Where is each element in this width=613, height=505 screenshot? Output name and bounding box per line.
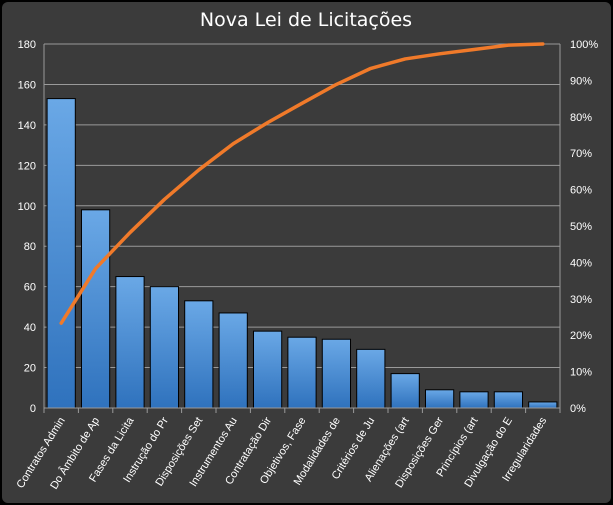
y-tick-label: 160	[18, 79, 36, 91]
y-tick-label: 0	[30, 403, 36, 415]
bar	[424, 389, 455, 409]
bar	[149, 286, 180, 409]
y-tick-label: 120	[18, 160, 36, 172]
y2-tick-label: 30%	[570, 294, 592, 306]
bar	[287, 336, 317, 409]
y2-tick-label: 0%	[570, 403, 586, 415]
right-axis-ticks: 0% 10% 20% 30% 40% 50% 60% 70% 80% 90% 100%	[570, 39, 598, 415]
axes	[43, 44, 561, 413]
bar	[356, 348, 386, 409]
bar	[184, 300, 214, 409]
cumulative-line	[59, 42, 545, 325]
bar	[493, 391, 524, 409]
bar	[115, 276, 145, 409]
y-tick-label: 180	[18, 39, 36, 51]
y2-tick-label: 80%	[570, 112, 592, 124]
y-tick-label: 80	[24, 241, 36, 253]
bar	[528, 401, 558, 409]
bar	[459, 391, 489, 409]
bar	[80, 209, 111, 409]
y2-tick-label: 60%	[570, 185, 592, 197]
y2-tick-label: 90%	[570, 75, 592, 87]
bar	[46, 98, 76, 409]
y-tick-label: 60	[24, 282, 36, 294]
y-tick-label: 40	[24, 322, 36, 334]
y-tick-label: 100	[18, 201, 36, 213]
y2-tick-label: 70%	[570, 148, 592, 160]
bar	[218, 312, 248, 409]
y2-tick-label: 50%	[570, 221, 592, 233]
y2-tick-label: 100%	[570, 39, 598, 51]
bar	[321, 338, 352, 409]
y2-tick-label: 40%	[570, 257, 592, 269]
y2-tick-label: 10%	[570, 367, 592, 379]
y-tick-label: 140	[18, 120, 36, 132]
y-tick-label: 20	[24, 363, 36, 375]
bar-series	[46, 98, 558, 409]
cumulative-line-series	[59, 42, 545, 325]
bar	[252, 330, 283, 409]
left-axis-ticks: 0 20 40 60 80 100 120 140 160 180	[18, 39, 36, 415]
bar	[390, 373, 420, 409]
y2-tick-label: 20%	[570, 330, 592, 342]
chart-title: Nova Lei de Licitações	[200, 9, 412, 31]
